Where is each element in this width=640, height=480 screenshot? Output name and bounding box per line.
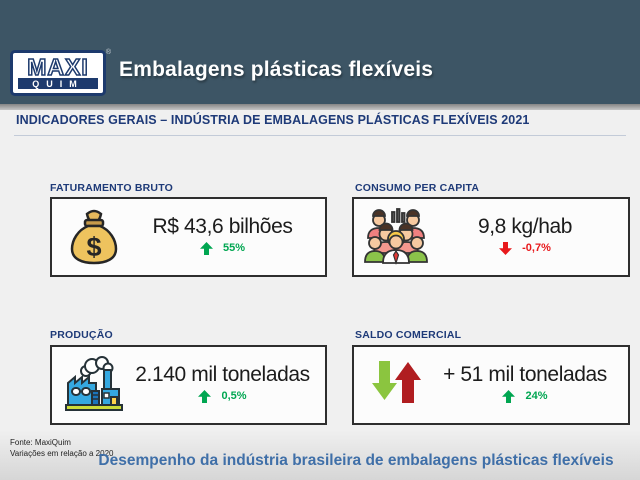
card-change: 55%: [222, 242, 246, 254]
logo-text-maxi: MAXI: [27, 54, 89, 80]
card-value: 9,8 kg/hab: [477, 214, 573, 238]
card-faturamento-bruto: $ R$ 43,6 bilhões 55%: [50, 197, 327, 277]
trend-up-icon: [198, 389, 212, 403]
card-label-producao: PRODUÇÃO: [50, 329, 113, 341]
card-change: -0,7%: [522, 242, 551, 254]
factory-icon: [62, 353, 126, 417]
card-label-consumo-per-capita: CONSUMO PER CAPITA: [355, 182, 480, 194]
footer-strip: [0, 430, 640, 480]
card-label-faturamento-bruto: FATURAMENTO BRUTO: [50, 182, 173, 194]
source-note: Fonte: MaxiQuim Variações em relação a 2…: [10, 437, 113, 459]
money-bag-icon: $: [62, 205, 126, 269]
slide-title: Embalagens plásticas flexíveis: [119, 58, 434, 81]
card-producao: 2.140 mil toneladas 0,5%: [50, 345, 327, 425]
people-crowd-icon: [364, 205, 428, 269]
source-line1: Fonte: MaxiQuim: [10, 438, 71, 447]
registered-trademark-symbol: ®: [105, 49, 111, 56]
logo-text-quim: QUIM: [32, 79, 84, 89]
section-title: INDICADORES GERAIS – INDÚSTRIA DE EMBALA…: [16, 113, 530, 127]
header-bar: MAXI QUIM ® Embalagens plásticas flexíve…: [0, 0, 640, 104]
source-line2: Variações em relação a 2020: [10, 449, 114, 458]
card-value: + 51 mil toneladas: [443, 362, 607, 386]
trend-down-icon: [499, 241, 513, 255]
trend-up-icon: [199, 241, 213, 255]
card-change: 0,5%: [221, 390, 247, 402]
svg-text:$: $: [86, 232, 101, 262]
card-saldo-comercial: + 51 mil toneladas 24%: [352, 345, 630, 425]
section-underline: [14, 135, 626, 136]
maxiquim-logo-art: MAXI QUIM: [18, 54, 98, 89]
down-up-arrows-icon: [364, 353, 428, 417]
card-label-saldo-comercial: SALDO COMERCIAL: [355, 329, 462, 341]
trend-up-icon: [502, 389, 516, 403]
maxiquim-logo: MAXI QUIM ®: [10, 49, 111, 96]
card-change: 24%: [525, 390, 548, 402]
card-consumo-per-capita: 9,8 kg/hab -0,7%: [352, 197, 630, 277]
header-separator: [0, 104, 640, 110]
card-value: 2.140 mil toneladas: [135, 362, 310, 386]
bottom-caption: Desempenho da indústria brasileira de em…: [98, 452, 614, 469]
card-value: R$ 43,6 bilhões: [152, 214, 293, 238]
